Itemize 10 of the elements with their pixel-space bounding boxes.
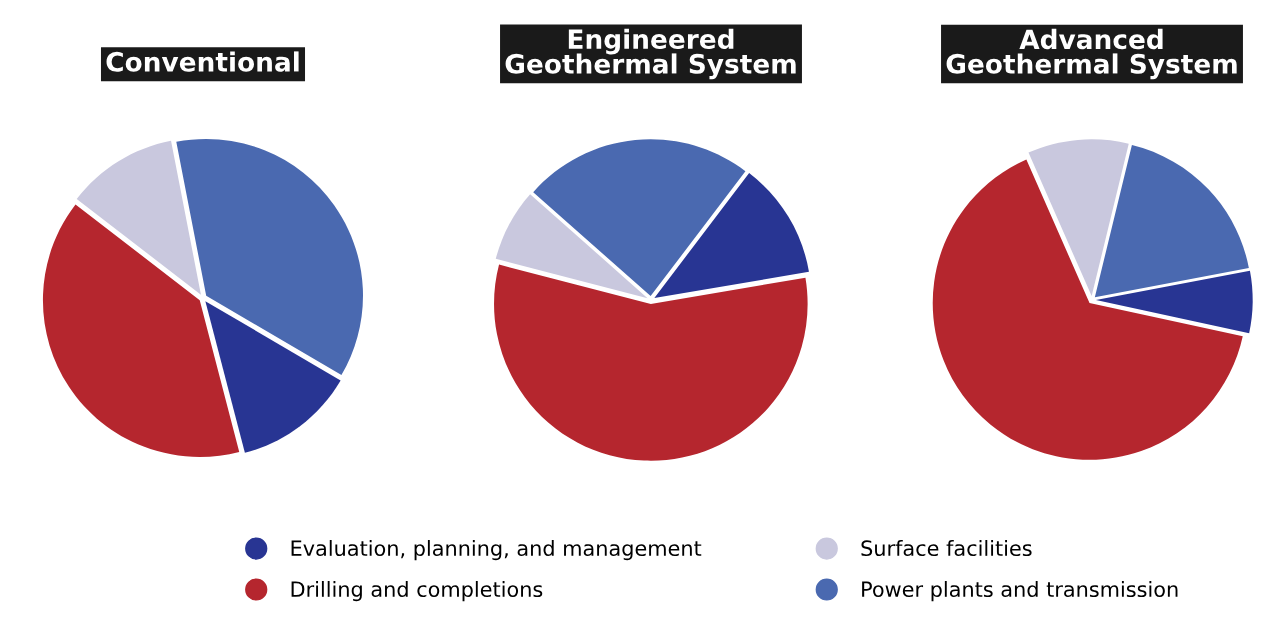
chart-title: Advanced Geothermal System (946, 28, 1237, 80)
chart-title: Conventional (106, 51, 299, 72)
legend-label: Evaluation, planning, and management (291, 539, 702, 561)
chart-title: Engineered Geothermal System (505, 28, 796, 80)
legend-label: Surface facilities (861, 539, 1032, 557)
pie-slice (1094, 144, 1249, 298)
pie-slice (1095, 270, 1253, 334)
legend-label: Drilling and completions (291, 580, 543, 602)
legend-label: Power plants and transmission (862, 580, 1178, 602)
pie-slice (1028, 139, 1129, 297)
